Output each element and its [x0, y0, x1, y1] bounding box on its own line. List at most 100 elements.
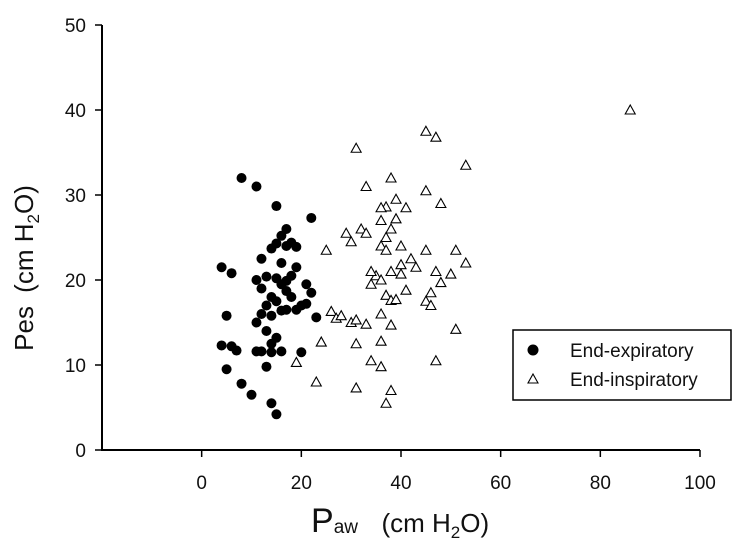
end-expiratory-point [296, 347, 307, 358]
end-inspiratory-point [419, 184, 432, 196]
x-axis-title-sub: aw [334, 517, 359, 538]
end-inspiratory-point [320, 244, 333, 255]
end-inspiratory-point [400, 284, 412, 295]
y-axis-title: Pes (cm H2O) [9, 185, 43, 351]
end-inspiratory-point [365, 354, 378, 366]
end-expiratory-point [251, 317, 262, 328]
end-expiratory-point [276, 346, 287, 357]
x-axis-title-unit-pre: (cm H [381, 508, 450, 538]
end-expiratory-point [271, 201, 282, 212]
end-inspiratory-point [410, 261, 422, 272]
end-expiratory-point [266, 347, 277, 358]
end-inspiratory-point [365, 278, 378, 289]
end-inspiratory-point [365, 265, 378, 277]
end-inspiratory-point [395, 267, 407, 279]
end-expiratory-point [276, 305, 287, 316]
end-inspiratory-point [419, 125, 432, 136]
end-expiratory-point [261, 361, 272, 372]
end-expiratory-point [306, 212, 317, 223]
end-inspiratory-point [385, 318, 397, 330]
y-tick-label: 50 [65, 16, 86, 37]
end-inspiratory-point [375, 360, 388, 372]
x-tick-label: 80 [590, 473, 611, 494]
end-inspiratory-point [390, 293, 402, 305]
end-inspiratory-point [315, 335, 328, 347]
end-expiratory-point [291, 262, 302, 273]
end-expiratory-point [261, 326, 272, 336]
end-inspiratory-point [385, 171, 397, 183]
end-expiratory-point [251, 275, 262, 285]
end-inspiratory-point [434, 276, 447, 288]
end-inspiratory-point [459, 256, 472, 268]
x-tick-label: 100 [684, 473, 716, 494]
end-inspiratory-point [459, 159, 472, 170]
end-inspiratory-point [424, 299, 437, 311]
end-inspiratory-point [360, 227, 373, 238]
end-inspiratory-point [385, 384, 397, 396]
legend: End-expiratory End-inspiratory [512, 329, 732, 401]
end-inspiratory-point [390, 193, 402, 204]
end-inspiratory-point [375, 214, 388, 226]
end-inspiratory-point [385, 265, 397, 277]
end-expiratory-point [286, 292, 297, 302]
end-expiratory-point [261, 300, 272, 311]
end-expiratory-point [271, 409, 282, 420]
end-expiratory-point [261, 271, 272, 282]
x-axis-title: Paw (cm H2O) [311, 502, 489, 542]
end-inspiratory-point [350, 313, 363, 325]
end-expiratory-point [311, 312, 322, 323]
end-inspiratory-point [380, 289, 392, 300]
legend-box [512, 329, 732, 401]
x-axis-title-unit-sub: 2 [451, 523, 460, 542]
series-end-inspiratory [290, 103, 637, 408]
x-tick-label: 40 [390, 473, 411, 494]
end-inspiratory-point [360, 180, 373, 192]
end-expiratory-point [266, 338, 277, 349]
end-expiratory-point [266, 310, 277, 321]
end-inspiratory-point [375, 307, 388, 319]
end-expiratory-point [281, 275, 292, 286]
end-inspiratory-point [325, 305, 338, 317]
y-axis-title-unit-pre: (cm H [9, 223, 39, 292]
legend-marker-end-inspiratory [527, 372, 539, 384]
legend-label-end-expiratory: End-expiratory [570, 341, 694, 362]
end-inspiratory-point [390, 212, 402, 224]
end-inspiratory-point [335, 309, 348, 321]
end-expiratory-point [306, 287, 317, 298]
y-tick-label: 10 [65, 356, 86, 377]
end-expiratory-point [301, 298, 312, 309]
end-inspiratory-point [355, 222, 368, 234]
x-tick-label: 60 [490, 473, 511, 494]
end-inspiratory-point [380, 244, 392, 255]
end-inspiratory-point [310, 375, 323, 387]
end-inspiratory-point [350, 142, 363, 153]
y-tick-label: 30 [65, 186, 86, 207]
end-expiratory-point [271, 296, 282, 307]
x-axis-title-unit-post: O) [460, 508, 489, 538]
end-inspiratory-point [429, 265, 442, 277]
end-expiratory-point [226, 268, 237, 279]
end-inspiratory-point [345, 235, 358, 247]
y-tick-label: 20 [65, 271, 86, 292]
legend-marker-end-expiratory [527, 344, 539, 356]
y-tick-label: 40 [65, 101, 86, 122]
end-inspiratory-point [429, 131, 442, 142]
y-axis-title-main: Pes [9, 306, 39, 351]
end-inspiratory-point [395, 258, 407, 270]
end-expiratory-point [231, 345, 242, 356]
end-expiratory-point [216, 262, 227, 273]
end-expiratory-point [256, 283, 267, 294]
end-inspiratory-point [380, 397, 392, 408]
end-inspiratory-point [429, 354, 442, 366]
y-axis-ticks: 0 10 20 30 40 50 [65, 16, 102, 462]
end-inspiratory-point [405, 252, 417, 264]
end-expiratory-point [256, 346, 267, 357]
data-points [216, 103, 637, 420]
end-inspiratory-point [375, 273, 388, 285]
x-tick-label: 20 [291, 473, 312, 494]
series-end-expiratory [216, 173, 322, 420]
end-expiratory-point [276, 258, 287, 268]
end-inspiratory-point [385, 222, 397, 234]
end-inspiratory-point [419, 295, 432, 306]
